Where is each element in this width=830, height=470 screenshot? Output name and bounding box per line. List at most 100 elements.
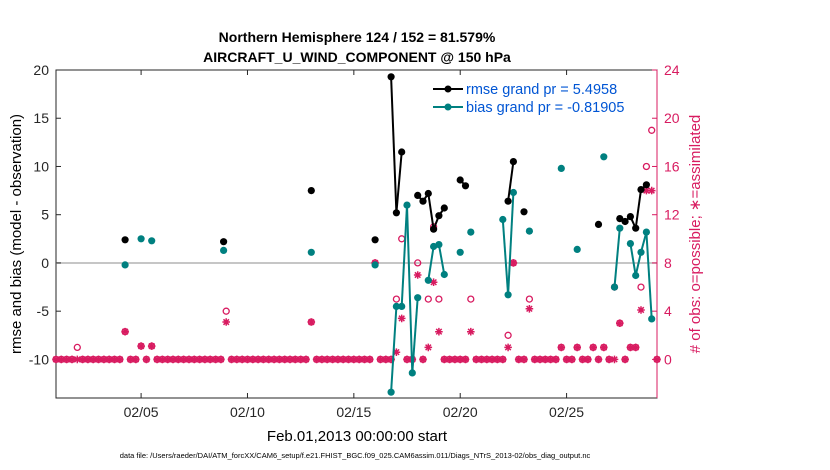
assimilated-obs-marker	[243, 355, 252, 364]
data-point	[148, 237, 156, 245]
series-layer	[52, 73, 661, 396]
data-point	[307, 187, 315, 195]
series-asterisk-2	[52, 186, 661, 364]
assimilated-obs-marker	[536, 355, 544, 364]
data-point	[621, 217, 629, 226]
assimilated-obs-marker	[584, 355, 592, 364]
assimilated-obs-marker	[499, 355, 507, 364]
left-y-tick-label: 10	[33, 158, 49, 174]
assimilated-obs-marker	[355, 355, 363, 364]
left-y-tick-label: 5	[41, 207, 49, 223]
data-point	[419, 197, 427, 205]
possible-obs-marker	[414, 259, 422, 267]
assimilated-obs-marker	[552, 355, 560, 364]
possible-obs-marker	[504, 331, 512, 339]
assimilated-obs-marker	[514, 355, 523, 364]
assimilated-obs-marker	[483, 355, 491, 364]
data-point	[610, 283, 619, 291]
data-point	[408, 369, 416, 377]
assimilated-obs-marker	[334, 355, 342, 364]
data-point	[398, 148, 406, 156]
assimilated-obs-marker	[568, 355, 576, 364]
data-point	[616, 224, 624, 232]
data-point	[594, 220, 603, 228]
series-dot-0	[121, 73, 651, 246]
assimilated-obs-marker	[382, 355, 390, 364]
assimilated-obs-marker	[318, 355, 326, 364]
assimilated-obs-marker	[147, 342, 156, 350]
data-point	[525, 227, 534, 235]
assimilated-obs-marker	[121, 327, 129, 336]
series-segment	[400, 205, 408, 307]
assimilated-obs-marker	[57, 355, 66, 364]
possible-obs-marker	[467, 295, 475, 303]
data-point	[632, 271, 640, 280]
assimilated-obs-marker	[296, 355, 305, 364]
right-y-tick-label: 20	[664, 110, 680, 126]
assimilated-obs-marker	[126, 355, 135, 364]
legend-bias-label: bias grand pr = -0.81905	[466, 100, 624, 116]
left-y-tick-label: -10	[29, 351, 49, 367]
assimilated-obs-marker	[360, 355, 369, 364]
assimilated-obs-marker	[616, 319, 624, 327]
assimilated-obs-marker	[249, 355, 257, 364]
assimilated-obs-marker	[339, 355, 347, 364]
right-y-tick-label: 16	[664, 158, 680, 174]
data-point	[435, 241, 443, 249]
assimilated-obs-marker	[573, 343, 581, 352]
possible-obs-marker	[73, 343, 81, 352]
data-point	[387, 388, 395, 396]
assimilated-obs-marker	[589, 343, 597, 352]
x-axis-label: Feb.01,2013 00:00:00 start	[267, 428, 448, 445]
left-y-tick-label: -5	[37, 303, 50, 319]
assimilated-obs-marker	[179, 355, 188, 364]
assimilated-obs-marker	[174, 355, 183, 364]
assimilated-obs-marker	[158, 355, 167, 364]
data-point	[456, 176, 464, 184]
assimilated-obs-marker	[520, 355, 528, 364]
assimilated-obs-marker	[190, 355, 199, 364]
data-point	[504, 291, 512, 299]
assimilated-obs-marker	[163, 355, 172, 364]
data-point	[557, 164, 565, 172]
assimilated-obs-marker	[621, 355, 629, 364]
assimilated-obs-marker	[647, 186, 656, 195]
possible-obs-marker	[424, 295, 432, 303]
assimilated-obs-marker	[211, 355, 220, 364]
left-y-axis-label: rmse and bias (model - observation)	[8, 114, 25, 354]
assimilated-obs-marker	[461, 355, 470, 364]
assimilated-obs-marker	[509, 259, 518, 267]
series-segment	[406, 205, 414, 373]
data-point	[499, 215, 507, 224]
data-point	[435, 212, 443, 220]
right-y-tick-label: 8	[664, 255, 672, 271]
possible-obs-marker	[222, 307, 230, 315]
assimilated-obs-marker	[238, 355, 246, 364]
assimilated-obs-marker	[530, 355, 539, 364]
x-tick-label: 02/25	[549, 404, 584, 420]
assimilated-obs-marker	[557, 343, 566, 352]
assimilated-obs-marker	[546, 355, 555, 364]
series-segment	[634, 252, 642, 276]
assimilated-obs-marker	[504, 343, 512, 352]
series-segment	[645, 232, 653, 319]
series-segment	[427, 193, 435, 230]
data-point	[414, 191, 422, 199]
assimilated-obs-marker	[350, 355, 358, 364]
left-y-axis: 20 15 10 5 0 -5 -10	[29, 62, 61, 367]
assimilated-obs-marker	[456, 355, 464, 364]
assimilated-obs-marker	[264, 355, 273, 364]
assimilated-obs-marker	[578, 355, 587, 364]
assimilated-obs-marker	[78, 355, 87, 364]
data-point	[371, 261, 379, 269]
assimilated-obs-marker	[142, 355, 151, 364]
assimilated-obs-marker	[84, 355, 92, 364]
assimilated-obs-marker	[254, 355, 262, 364]
data-point	[637, 248, 645, 256]
chart-subtitle: AIRCRAFT_U_WIND_COMPONENT @ 150 hPa	[203, 49, 511, 65]
assimilated-obs-marker	[605, 355, 613, 364]
data-point	[307, 248, 315, 256]
assimilated-obs-marker	[153, 355, 161, 364]
assimilated-obs-marker	[206, 355, 214, 364]
assimilated-obs-marker	[435, 327, 443, 336]
